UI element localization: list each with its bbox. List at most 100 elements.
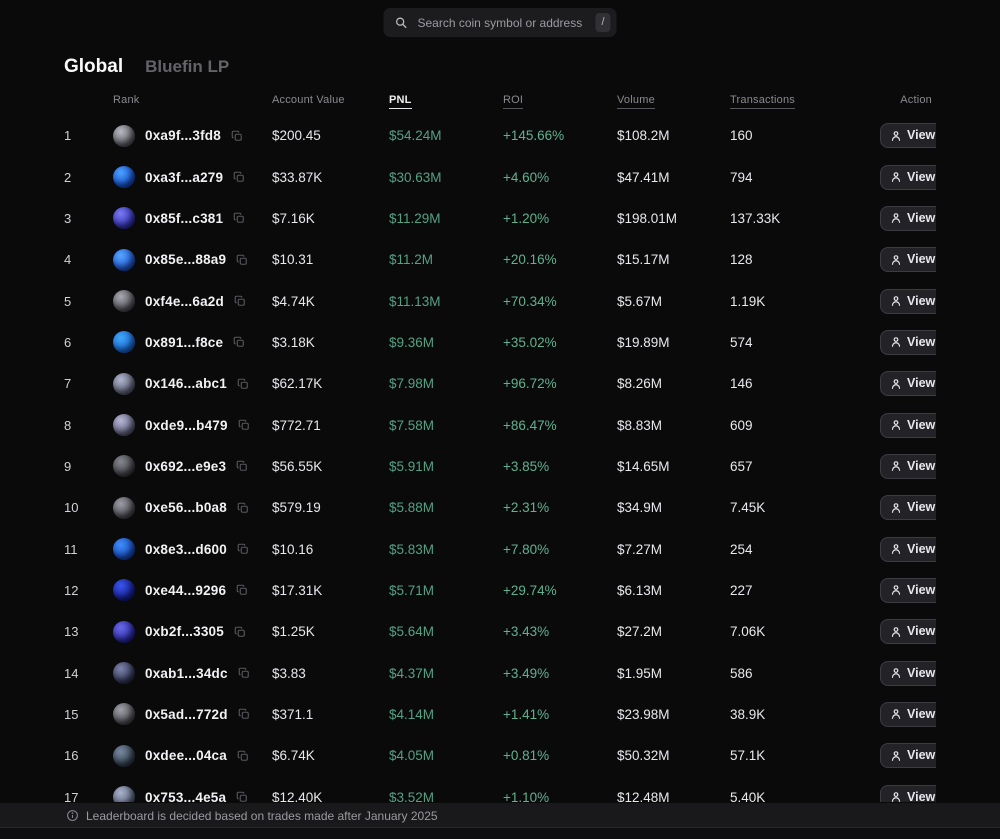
column-header-action: Action (900, 94, 932, 106)
trader-address: 0x85e...88a9 (145, 252, 227, 268)
volume-cell: $50.32M (617, 748, 670, 764)
table-row: 16 0xdee...04ca $6.74K $4.05M +0.81% $50… (64, 735, 936, 776)
trader-avatar (113, 744, 135, 767)
trader-address: 0x692...e9e3 (145, 458, 227, 474)
tab-bluefin-lp[interactable]: Bluefin LP (145, 57, 230, 76)
action-cell: View (880, 288, 936, 314)
view-button[interactable]: View (880, 536, 936, 562)
copy-address-icon[interactable] (233, 212, 245, 224)
view-button[interactable]: View (880, 164, 936, 190)
view-button-label: View (907, 624, 936, 639)
roi-cell: +1.10% (503, 789, 550, 802)
view-button[interactable]: View (880, 784, 936, 802)
copy-address-icon[interactable] (234, 626, 246, 638)
table-row: 12 0xe44...9296 $17.31K $5.71M +29.74% $… (64, 570, 936, 611)
copy-address-icon[interactable] (231, 130, 243, 142)
copy-address-icon[interactable] (238, 419, 250, 431)
copy-address-icon[interactable] (236, 791, 248, 802)
view-button[interactable]: View (880, 123, 936, 149)
tab-global[interactable]: Global (64, 56, 124, 77)
copy-address-icon[interactable] (233, 171, 245, 183)
view-button[interactable]: View (880, 329, 936, 355)
trader-avatar (113, 620, 135, 643)
view-button[interactable]: View (880, 619, 936, 645)
rank-cell: 2 (64, 169, 72, 185)
pnl-cell: $5.64M (389, 624, 435, 640)
user-icon (891, 172, 901, 182)
pnl-cell: $11.2M (389, 252, 434, 268)
user-icon (891, 626, 901, 637)
pnl-cell: $11.29M (389, 210, 441, 226)
action-cell: View (880, 495, 936, 521)
account-value-cell: $12.40K (272, 789, 323, 802)
transactions-cell: 160 (730, 128, 753, 144)
view-button[interactable]: View (880, 247, 936, 273)
account-value-cell: $200.45 (272, 128, 321, 144)
column-header-roi[interactable]: ROI (503, 94, 617, 109)
search-input[interactable] (415, 14, 588, 31)
trader-address: 0x753...4e5a (145, 789, 227, 802)
trader-cell: 0xb2f...3305 (113, 620, 272, 643)
view-button[interactable]: View (880, 205, 936, 231)
account-value-cell: $10.16 (272, 541, 314, 557)
table-row: 8 0xde9...b479 $772.71 $7.58M +86.47% $8… (64, 404, 936, 445)
user-icon (891, 337, 901, 348)
view-button[interactable]: View (880, 412, 936, 438)
roi-cell: +1.41% (503, 706, 550, 722)
view-button[interactable]: View (880, 495, 936, 521)
view-button-label: View (907, 252, 936, 267)
copy-address-icon[interactable] (236, 460, 248, 472)
account-value-cell: $10.31 (272, 252, 314, 268)
view-button[interactable]: View (880, 701, 936, 727)
account-value-cell: $3.18K (272, 334, 315, 350)
trader-avatar (113, 207, 135, 230)
copy-address-icon[interactable] (238, 667, 250, 679)
pnl-cell: $30.63M (389, 169, 442, 185)
copy-address-icon[interactable] (236, 584, 248, 596)
account-value-cell: $3.83 (272, 665, 306, 681)
slash-shortcut-key: / (595, 13, 611, 32)
copy-address-icon[interactable] (233, 336, 245, 348)
view-button[interactable]: View (880, 577, 936, 603)
user-icon (891, 420, 901, 430)
rank-cell: 3 (64, 210, 72, 226)
rank-cell: 10 (64, 500, 79, 516)
copy-address-icon[interactable] (237, 750, 249, 762)
action-cell: View (880, 577, 936, 603)
table-row: 15 0x5ad...772d $371.1 $4.14M +1.41% $23… (64, 694, 936, 735)
rank-cell: 12 (64, 582, 79, 598)
copy-address-icon[interactable] (236, 254, 248, 266)
copy-address-icon[interactable] (234, 295, 246, 307)
copy-address-icon[interactable] (237, 543, 249, 555)
rank-cell: 13 (64, 624, 79, 640)
view-button[interactable]: View (880, 660, 936, 686)
column-header-transactions[interactable]: Transactions (730, 94, 880, 109)
user-icon (891, 585, 901, 596)
view-button[interactable]: View (880, 453, 936, 479)
trader-address: 0xe56...b0a8 (145, 500, 227, 516)
view-button[interactable]: View (880, 288, 936, 314)
view-button-label: View (907, 169, 936, 184)
account-value-cell: $33.87K (272, 169, 323, 185)
view-button[interactable]: View (880, 743, 936, 769)
column-header-pnl[interactable]: PNL (389, 94, 503, 109)
trader-address: 0x8e3...d600 (145, 541, 227, 557)
roi-cell: +29.74% (503, 582, 557, 598)
volume-cell: $8.26M (617, 376, 663, 392)
account-value-cell: $56.55K (272, 458, 323, 474)
copy-address-icon[interactable] (237, 502, 249, 514)
volume-cell: $15.17M (617, 252, 670, 268)
trader-cell: 0x5ad...772d (113, 703, 272, 726)
table-row: 7 0x146...abc1 $62.17K $7.98M +96.72% $8… (64, 363, 936, 404)
trader-avatar (113, 662, 135, 685)
search-bar[interactable]: / (383, 8, 617, 37)
table-row: 9 0x692...e9e3 $56.55K $5.91M +3.85% $14… (64, 446, 936, 487)
trader-cell: 0x891...f8ce (113, 331, 272, 354)
view-button[interactable]: View (880, 371, 936, 397)
action-cell: View (880, 164, 936, 190)
column-header-volume[interactable]: Volume (617, 94, 730, 109)
copy-address-icon[interactable] (238, 708, 250, 720)
volume-cell: $23.98M (617, 706, 670, 722)
volume-cell: $1.95M (617, 665, 663, 681)
copy-address-icon[interactable] (237, 378, 249, 390)
